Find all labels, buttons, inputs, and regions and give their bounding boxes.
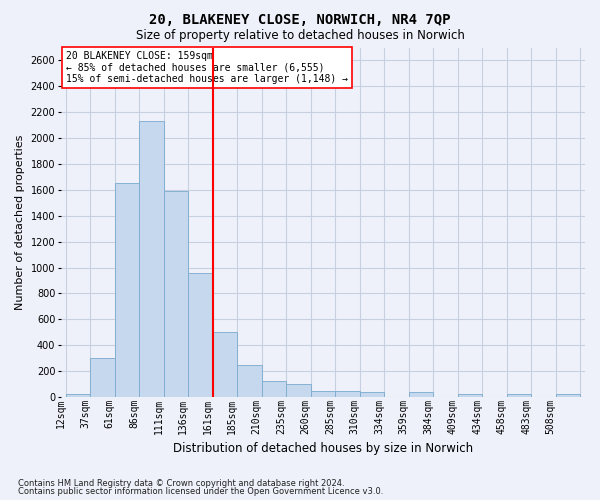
Bar: [409, 392, 433, 397]
Bar: [506, 394, 531, 397]
Bar: [164, 191, 188, 397]
Bar: [66, 394, 90, 397]
Bar: [237, 364, 262, 397]
Text: Size of property relative to detached houses in Norwich: Size of property relative to detached ho…: [136, 29, 464, 42]
Bar: [188, 273, 213, 397]
Bar: [286, 384, 311, 397]
Bar: [458, 394, 482, 397]
Bar: [139, 122, 164, 397]
Text: Contains HM Land Registry data © Crown copyright and database right 2024.: Contains HM Land Registry data © Crown c…: [18, 478, 344, 488]
Bar: [262, 382, 286, 397]
X-axis label: Distribution of detached houses by size in Norwich: Distribution of detached houses by size …: [173, 442, 473, 455]
Y-axis label: Number of detached properties: Number of detached properties: [15, 134, 25, 310]
Text: Contains public sector information licensed under the Open Government Licence v3: Contains public sector information licen…: [18, 487, 383, 496]
Bar: [556, 394, 580, 397]
Bar: [115, 184, 139, 397]
Bar: [90, 358, 115, 397]
Bar: [335, 390, 359, 397]
Bar: [213, 332, 237, 397]
Bar: [359, 392, 384, 397]
Text: 20, BLAKENEY CLOSE, NORWICH, NR4 7QP: 20, BLAKENEY CLOSE, NORWICH, NR4 7QP: [149, 12, 451, 26]
Text: 20 BLAKENEY CLOSE: 159sqm
← 85% of detached houses are smaller (6,555)
15% of se: 20 BLAKENEY CLOSE: 159sqm ← 85% of detac…: [66, 51, 348, 84]
Bar: [311, 390, 335, 397]
